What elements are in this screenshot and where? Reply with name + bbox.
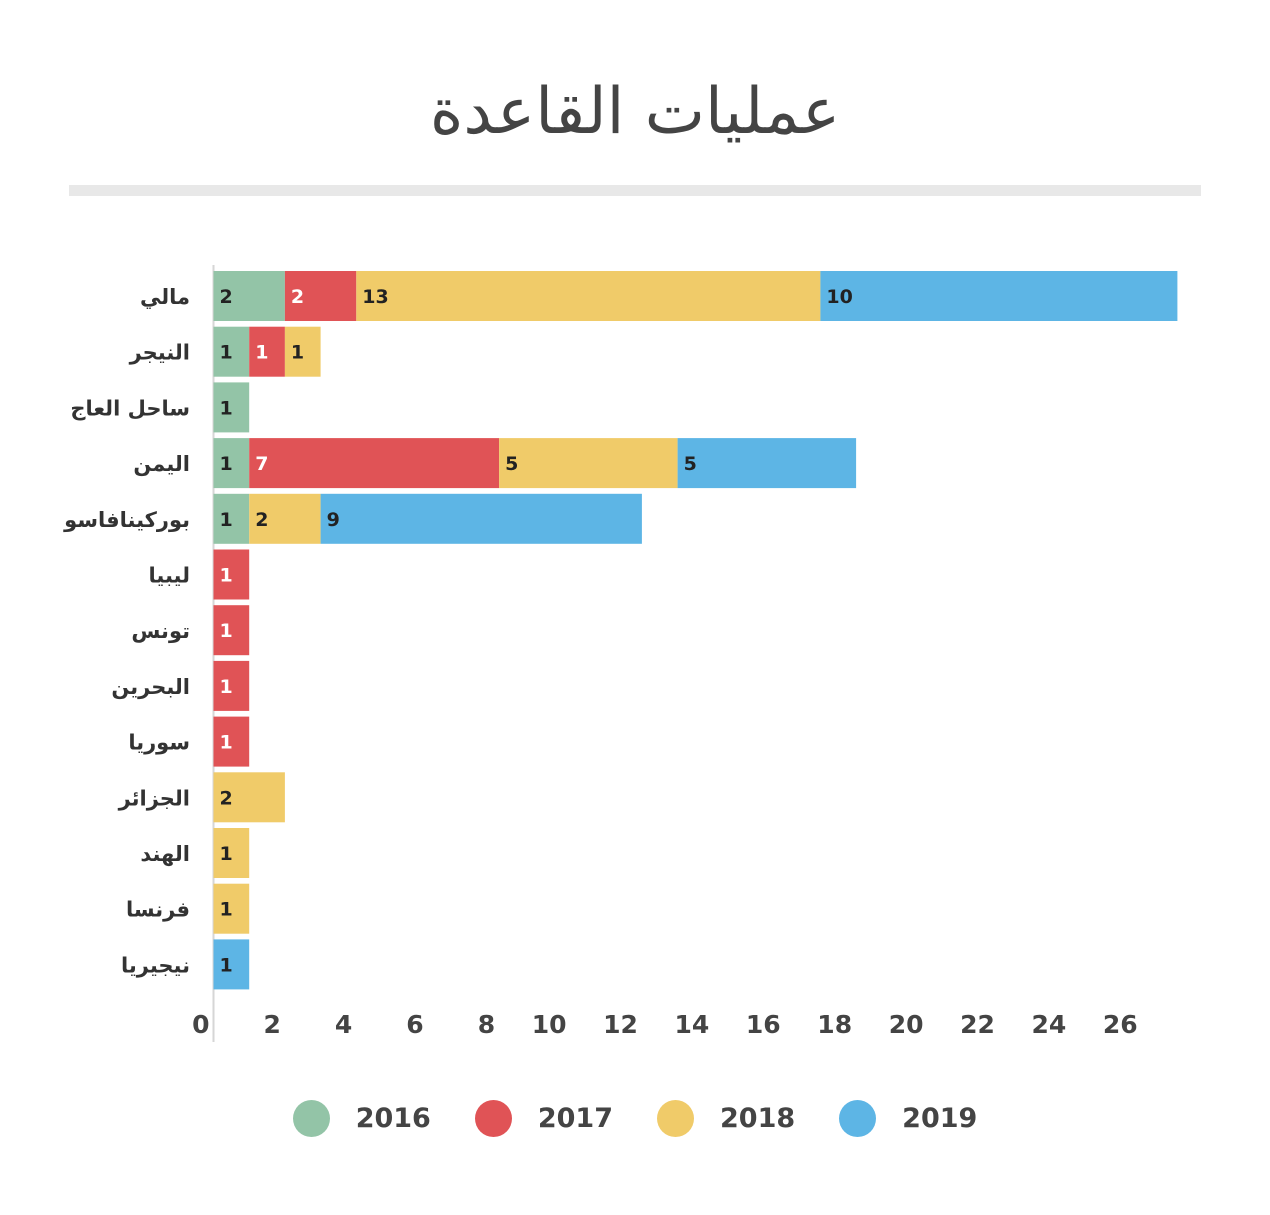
data-label: 1: [220, 843, 233, 865]
legend-swatch: [657, 1099, 694, 1137]
bar-segment: [213, 549, 250, 600]
bar-segment: [284, 326, 321, 377]
x-tick-label: 22: [960, 1010, 995, 1039]
data-label: 2: [291, 286, 304, 308]
legend-item: 2016: [292, 1099, 431, 1137]
x-tick-label: 20: [889, 1010, 924, 1039]
data-label: 2: [220, 787, 233, 809]
chart-title: عمليات القاعدة: [429, 75, 841, 149]
x-tick-label: 0: [192, 1010, 209, 1039]
bar-segment: [249, 438, 500, 489]
bar-segment: [213, 382, 250, 433]
bar-segment: [213, 716, 250, 767]
category-label: بوركينافاسو: [63, 508, 190, 532]
bar-segment: [213, 326, 250, 377]
data-label: 5: [684, 453, 697, 475]
data-label: 1: [220, 899, 233, 921]
legend-swatch: [839, 1099, 877, 1137]
category-label: ساحل العاج: [70, 396, 190, 421]
x-tick-label: 26: [1103, 1010, 1138, 1039]
legend-item: 2018: [657, 1099, 796, 1137]
data-label: 9: [327, 509, 340, 531]
x-tick-label: 10: [532, 1010, 567, 1039]
x-tick-label: 16: [746, 1010, 781, 1039]
data-label: 2: [220, 286, 233, 308]
category-label: الجزائر: [118, 786, 190, 810]
x-tick-label: 12: [603, 1010, 638, 1039]
data-label: 7: [255, 453, 268, 475]
data-label: 1: [220, 676, 233, 698]
data-label: 1: [220, 397, 233, 419]
category-label: سوريا: [128, 731, 190, 755]
legend-item: 2019: [839, 1099, 978, 1137]
bar-segment: [284, 271, 357, 321]
data-label: 1: [220, 954, 233, 976]
legend-label: 2016: [355, 1102, 431, 1134]
data-label: 13: [362, 286, 388, 308]
category-label: نيجيريا: [121, 953, 190, 977]
title-divider: [69, 185, 1201, 196]
bar-segment: [213, 828, 250, 878]
data-label: 5: [505, 453, 518, 475]
category-label: اليمن: [133, 452, 190, 476]
x-tick-label: 6: [406, 1010, 423, 1039]
legend-label: 2017: [537, 1102, 613, 1134]
data-label: 1: [220, 565, 233, 587]
bar-segment: [213, 493, 250, 544]
bar-segment: [820, 271, 1178, 321]
category-label: فرنسا: [126, 898, 190, 922]
bar-segment: [213, 772, 285, 823]
data-label: 1: [220, 453, 233, 475]
x-tick-label: 8: [478, 1010, 495, 1039]
data-label: 1: [255, 342, 268, 364]
data-label: 1: [220, 342, 233, 364]
category-label: تونس: [131, 619, 190, 643]
bar-segment: [356, 271, 821, 321]
legend-swatch: [292, 1099, 330, 1137]
bar-segment: [677, 438, 857, 489]
legend-label: 2018: [720, 1102, 796, 1134]
legend: 2016 2017 2018 2019: [0, 1095, 1270, 1141]
category-label: ليبيا: [149, 564, 191, 588]
x-tick-label: 2: [263, 1010, 280, 1039]
legend-label: 2019: [902, 1102, 978, 1134]
bar-segment: [499, 438, 678, 489]
x-tick-label: 24: [1032, 1010, 1067, 1039]
bar-segment: [213, 605, 250, 656]
data-label: 1: [220, 509, 233, 531]
legend-swatch: [474, 1099, 512, 1137]
bar-segment: [213, 939, 250, 990]
bar-segment: [213, 883, 250, 934]
data-label: 1: [291, 342, 304, 364]
data-label: 1: [220, 732, 233, 754]
data-label: 1: [220, 620, 233, 642]
category-label: الهند: [140, 842, 190, 866]
bar-segment: [213, 438, 250, 489]
x-tick-label: 18: [817, 1010, 852, 1039]
x-tick-label: 4: [335, 1010, 352, 1039]
x-tick-label: 14: [675, 1010, 710, 1039]
bar-segment: [213, 660, 250, 711]
bar-segment: [249, 493, 321, 544]
bar-segment: [320, 493, 642, 544]
category-label: البحرين: [111, 675, 190, 699]
data-label: 2: [255, 509, 268, 531]
data-label: 10: [826, 286, 852, 308]
category-label: النيجر: [129, 341, 190, 365]
category-label: مالي: [140, 285, 190, 309]
bar-segment: [249, 326, 285, 377]
legend-item: 2017: [474, 1099, 613, 1137]
bar-segment: [213, 271, 285, 321]
